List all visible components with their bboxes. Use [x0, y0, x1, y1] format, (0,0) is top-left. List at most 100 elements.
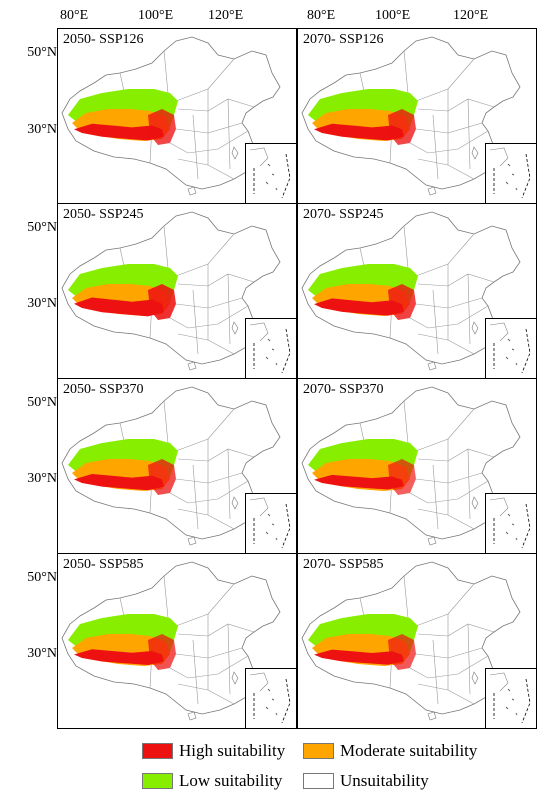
inset-dashed-line [493, 328, 531, 374]
province-boundary [177, 98, 255, 112]
map-panel-2050-ssp370: 2050- SSP370 [57, 378, 297, 554]
lat-label-30n: 30°N [27, 471, 57, 486]
panel-title: 2050- SSP126 [63, 32, 144, 47]
map-panel-2070-ssp370: 2070- SSP370 [297, 378, 537, 554]
inset-coastline [489, 672, 509, 692]
province-boundary [163, 400, 169, 444]
inset-map [489, 147, 531, 199]
high-suitability-area [74, 297, 164, 317]
high-suitability-group [74, 123, 164, 141]
high-suitability-area [314, 298, 404, 316]
map-panel-2050-ssp245: 2050- SSP245 [57, 203, 297, 379]
suitability-map [301, 211, 521, 371]
province-boundary [467, 273, 471, 345]
south-china-sea-inset [485, 143, 536, 203]
inset-map [489, 322, 531, 374]
inset-islands [265, 513, 278, 541]
province-boundary [409, 305, 489, 329]
lat-label-50n: 50°N [27, 570, 57, 585]
province-boundary [467, 448, 471, 520]
province-boundary [177, 273, 255, 287]
province-boundary [192, 289, 199, 355]
high-suitability-area [314, 474, 404, 490]
suitability-map [61, 36, 281, 196]
legend-label: High suitability [179, 741, 286, 760]
south-china-sea-inset [485, 493, 536, 553]
high-suitability-group [314, 123, 404, 141]
panel-title: 2070- SSP126 [303, 32, 384, 47]
legend-swatch [142, 773, 173, 789]
lon-label-120e: 120°E [453, 8, 489, 23]
high-suitability-area [314, 123, 404, 141]
inset-islands [265, 688, 278, 716]
taiwan-outline [231, 671, 239, 685]
high-suitability-group [74, 474, 164, 491]
map-panel-2050-ssp126: 2050- SSP126 [57, 28, 297, 204]
high-suitability-area-east [148, 634, 176, 670]
province-boundary [432, 289, 439, 355]
high-suitability-area-east [388, 634, 416, 670]
inset-map [249, 497, 291, 549]
suitability-map [61, 561, 281, 721]
province-boundary [409, 480, 489, 504]
inset-map [249, 672, 291, 724]
inset-coastline [489, 497, 509, 517]
legend-swatch [142, 743, 173, 759]
map-panel-2070-ssp126: 2070- SSP126 [297, 28, 537, 204]
province-boundary [169, 130, 249, 154]
hainan-outline [427, 711, 437, 721]
inset-coastline [489, 322, 509, 342]
legend-item-low: Low suitability [142, 771, 282, 791]
lat-label-50n: 50°N [27, 395, 57, 410]
taiwan-outline [231, 146, 239, 160]
inset-map [489, 497, 531, 549]
legend-item-moderate: Moderate suitability [303, 741, 477, 761]
province-boundary [417, 273, 495, 287]
taiwan-outline [231, 321, 239, 335]
lon-label-100e: 100°E [138, 8, 174, 23]
taiwan-outline [471, 321, 479, 335]
high-suitability-area-east [388, 284, 416, 320]
suitability-map [301, 386, 521, 546]
lat-label-30n: 30°N [27, 122, 57, 137]
panel-title: 2070- SSP245 [303, 207, 384, 222]
inset-islands [505, 338, 518, 366]
province-boundary [163, 50, 169, 94]
suitability-map [61, 211, 281, 371]
inset-coastline [249, 497, 269, 517]
inset-dashed-line [253, 328, 291, 374]
south-china-sea-inset [485, 668, 536, 728]
hainan-outline [187, 711, 197, 721]
map-panel-2070-ssp585: 2070- SSP585 [297, 553, 537, 729]
lon-label-80e: 80°E [307, 8, 336, 23]
hainan-outline [187, 536, 197, 546]
high-suitability-group [74, 649, 164, 665]
lat-label-30n: 30°N [27, 646, 57, 661]
taiwan-outline [471, 671, 479, 685]
suitability-map [301, 36, 521, 196]
hainan-outline [427, 361, 437, 371]
province-boundary [227, 448, 231, 520]
inset-islands [505, 163, 518, 191]
legend-label: Low suitability [179, 771, 283, 790]
province-boundary [403, 400, 409, 444]
high-suitability-area-east [148, 284, 176, 320]
hainan-outline [427, 536, 437, 546]
south-china-sea-inset [245, 143, 296, 203]
high-suitability-area [74, 123, 164, 141]
legend-swatch [303, 743, 334, 759]
inset-map [489, 672, 531, 724]
panel-title: 2050- SSP585 [63, 557, 144, 572]
province-boundary [169, 305, 249, 329]
high-suitability-area-east [388, 109, 416, 145]
inset-dashed-line [253, 503, 291, 549]
province-boundary [417, 98, 495, 112]
province-boundary [192, 639, 199, 705]
inset-coastline [249, 147, 269, 167]
legend-item-unsuitable: Unsuitability [303, 771, 429, 791]
province-boundary [192, 114, 199, 180]
south-china-sea-inset [245, 668, 296, 728]
high-suitability-area-east [388, 459, 416, 495]
legend-label: Moderate suitability [340, 741, 478, 760]
province-boundary [409, 655, 489, 679]
